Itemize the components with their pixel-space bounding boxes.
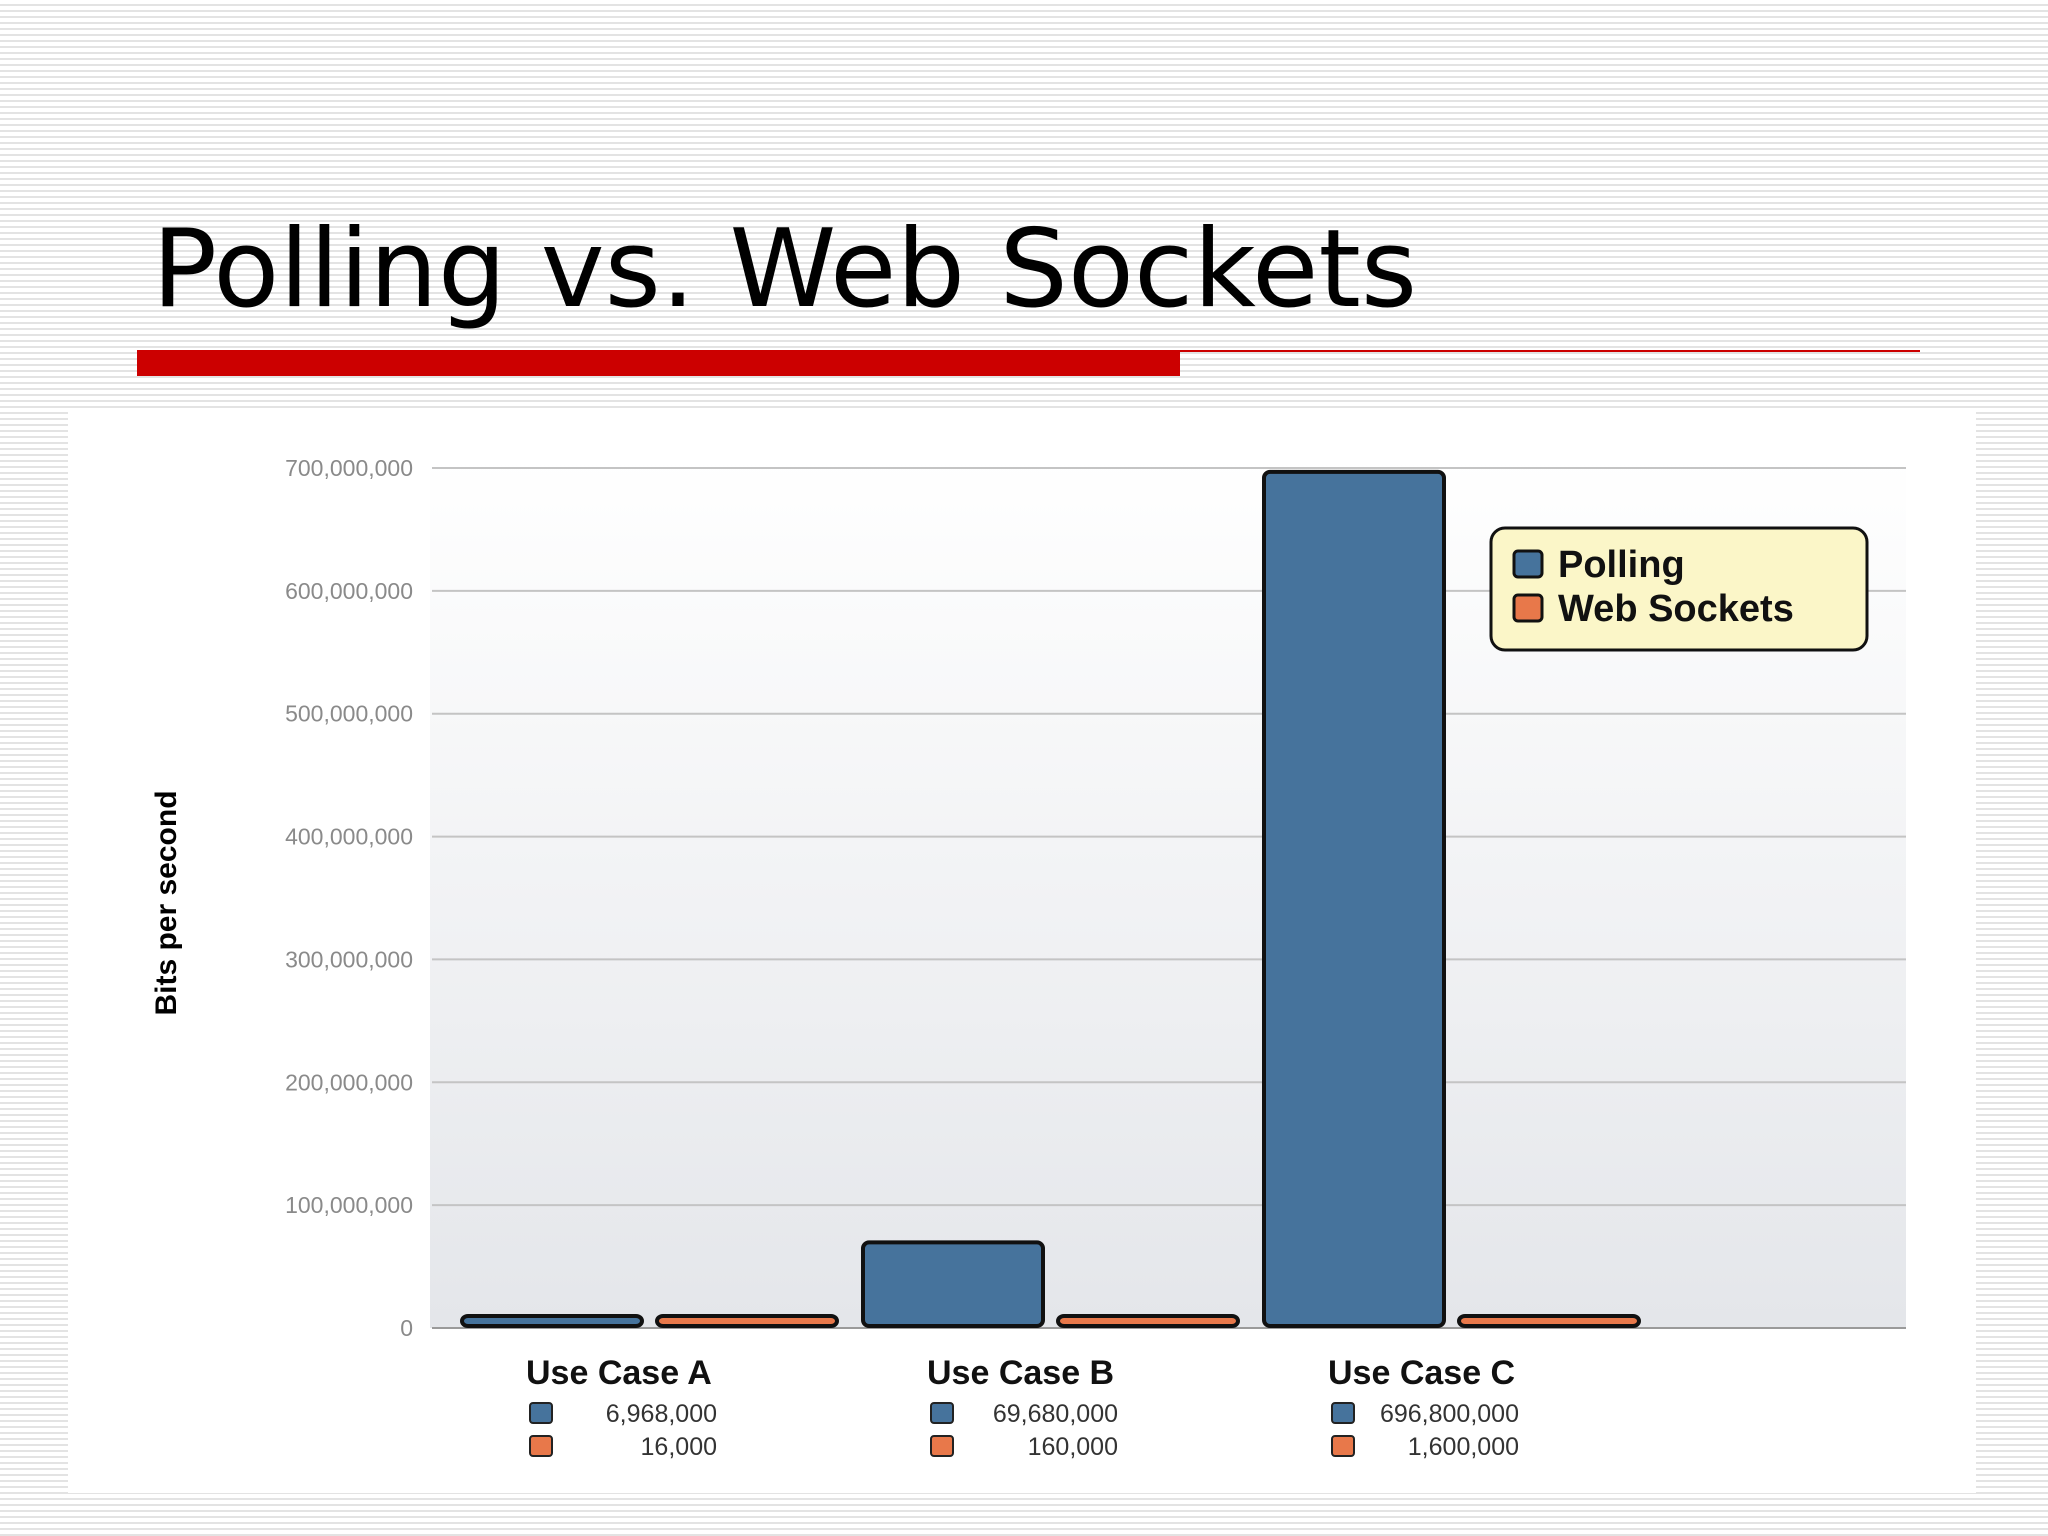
data-value-label: 69,680,000 [993,1400,1118,1428]
value-swatch-web-sockets [1331,1435,1355,1457]
data-value-label: 1,600,000 [1408,1433,1519,1461]
y-tick-label: 200,000,000 [285,1069,413,1095]
y-tick-label: 500,000,000 [285,701,413,727]
data-value-label: 160,000 [1028,1433,1118,1461]
bar-web-sockets-use-case-a [655,1314,839,1328]
x-category-label: Use Case A [526,1354,712,1392]
y-tick-label: 0 [400,1315,413,1341]
data-value-label: 16,000 [641,1433,717,1461]
y-axis-label: Bits per second [150,790,183,1015]
title-underline-thick [137,350,1180,376]
bar-polling-use-case-c [1262,469,1446,1328]
legend-swatch-web-sockets [1512,593,1544,623]
chart-panel: 0 100,000,000 200,000,000 300,000,000 400,00… [68,408,1976,1493]
value-swatch-polling [529,1402,553,1424]
y-tick-label: 100,000,000 [285,1192,413,1218]
value-swatch-web-sockets [930,1435,954,1457]
bar-web-sockets-use-case-b [1056,1314,1240,1328]
y-tick-label: 300,000,000 [285,946,413,972]
legend-label: Web Sockets [1558,588,1794,630]
y-tick-label: 600,000,000 [285,578,413,604]
y-tick-label: 400,000,000 [285,824,413,850]
bar-polling-use-case-b [861,1240,1045,1328]
title-underline-thin [1180,350,1920,352]
legend-label: Polling [1558,544,1685,586]
value-swatch-polling [930,1402,954,1424]
data-value-label: 696,800,000 [1380,1400,1519,1428]
x-category-label: Use Case B [927,1354,1114,1392]
value-swatch-polling [1331,1402,1355,1424]
data-value-label: 6,968,000 [606,1400,717,1428]
value-swatch-web-sockets [529,1435,553,1457]
legend-swatch-polling [1512,549,1544,579]
x-category-label: Use Case C [1328,1354,1515,1392]
slide-title: Polling vs. Web Sockets [152,207,1418,332]
bar-chart: 0 100,000,000 200,000,000 300,000,000 400,00… [150,455,1906,1461]
legend-box [1489,526,1869,652]
y-tick-label: 700,000,000 [285,455,413,481]
bar-polling-use-case-a [460,1314,644,1328]
bar-web-sockets-use-case-c [1457,1314,1641,1328]
